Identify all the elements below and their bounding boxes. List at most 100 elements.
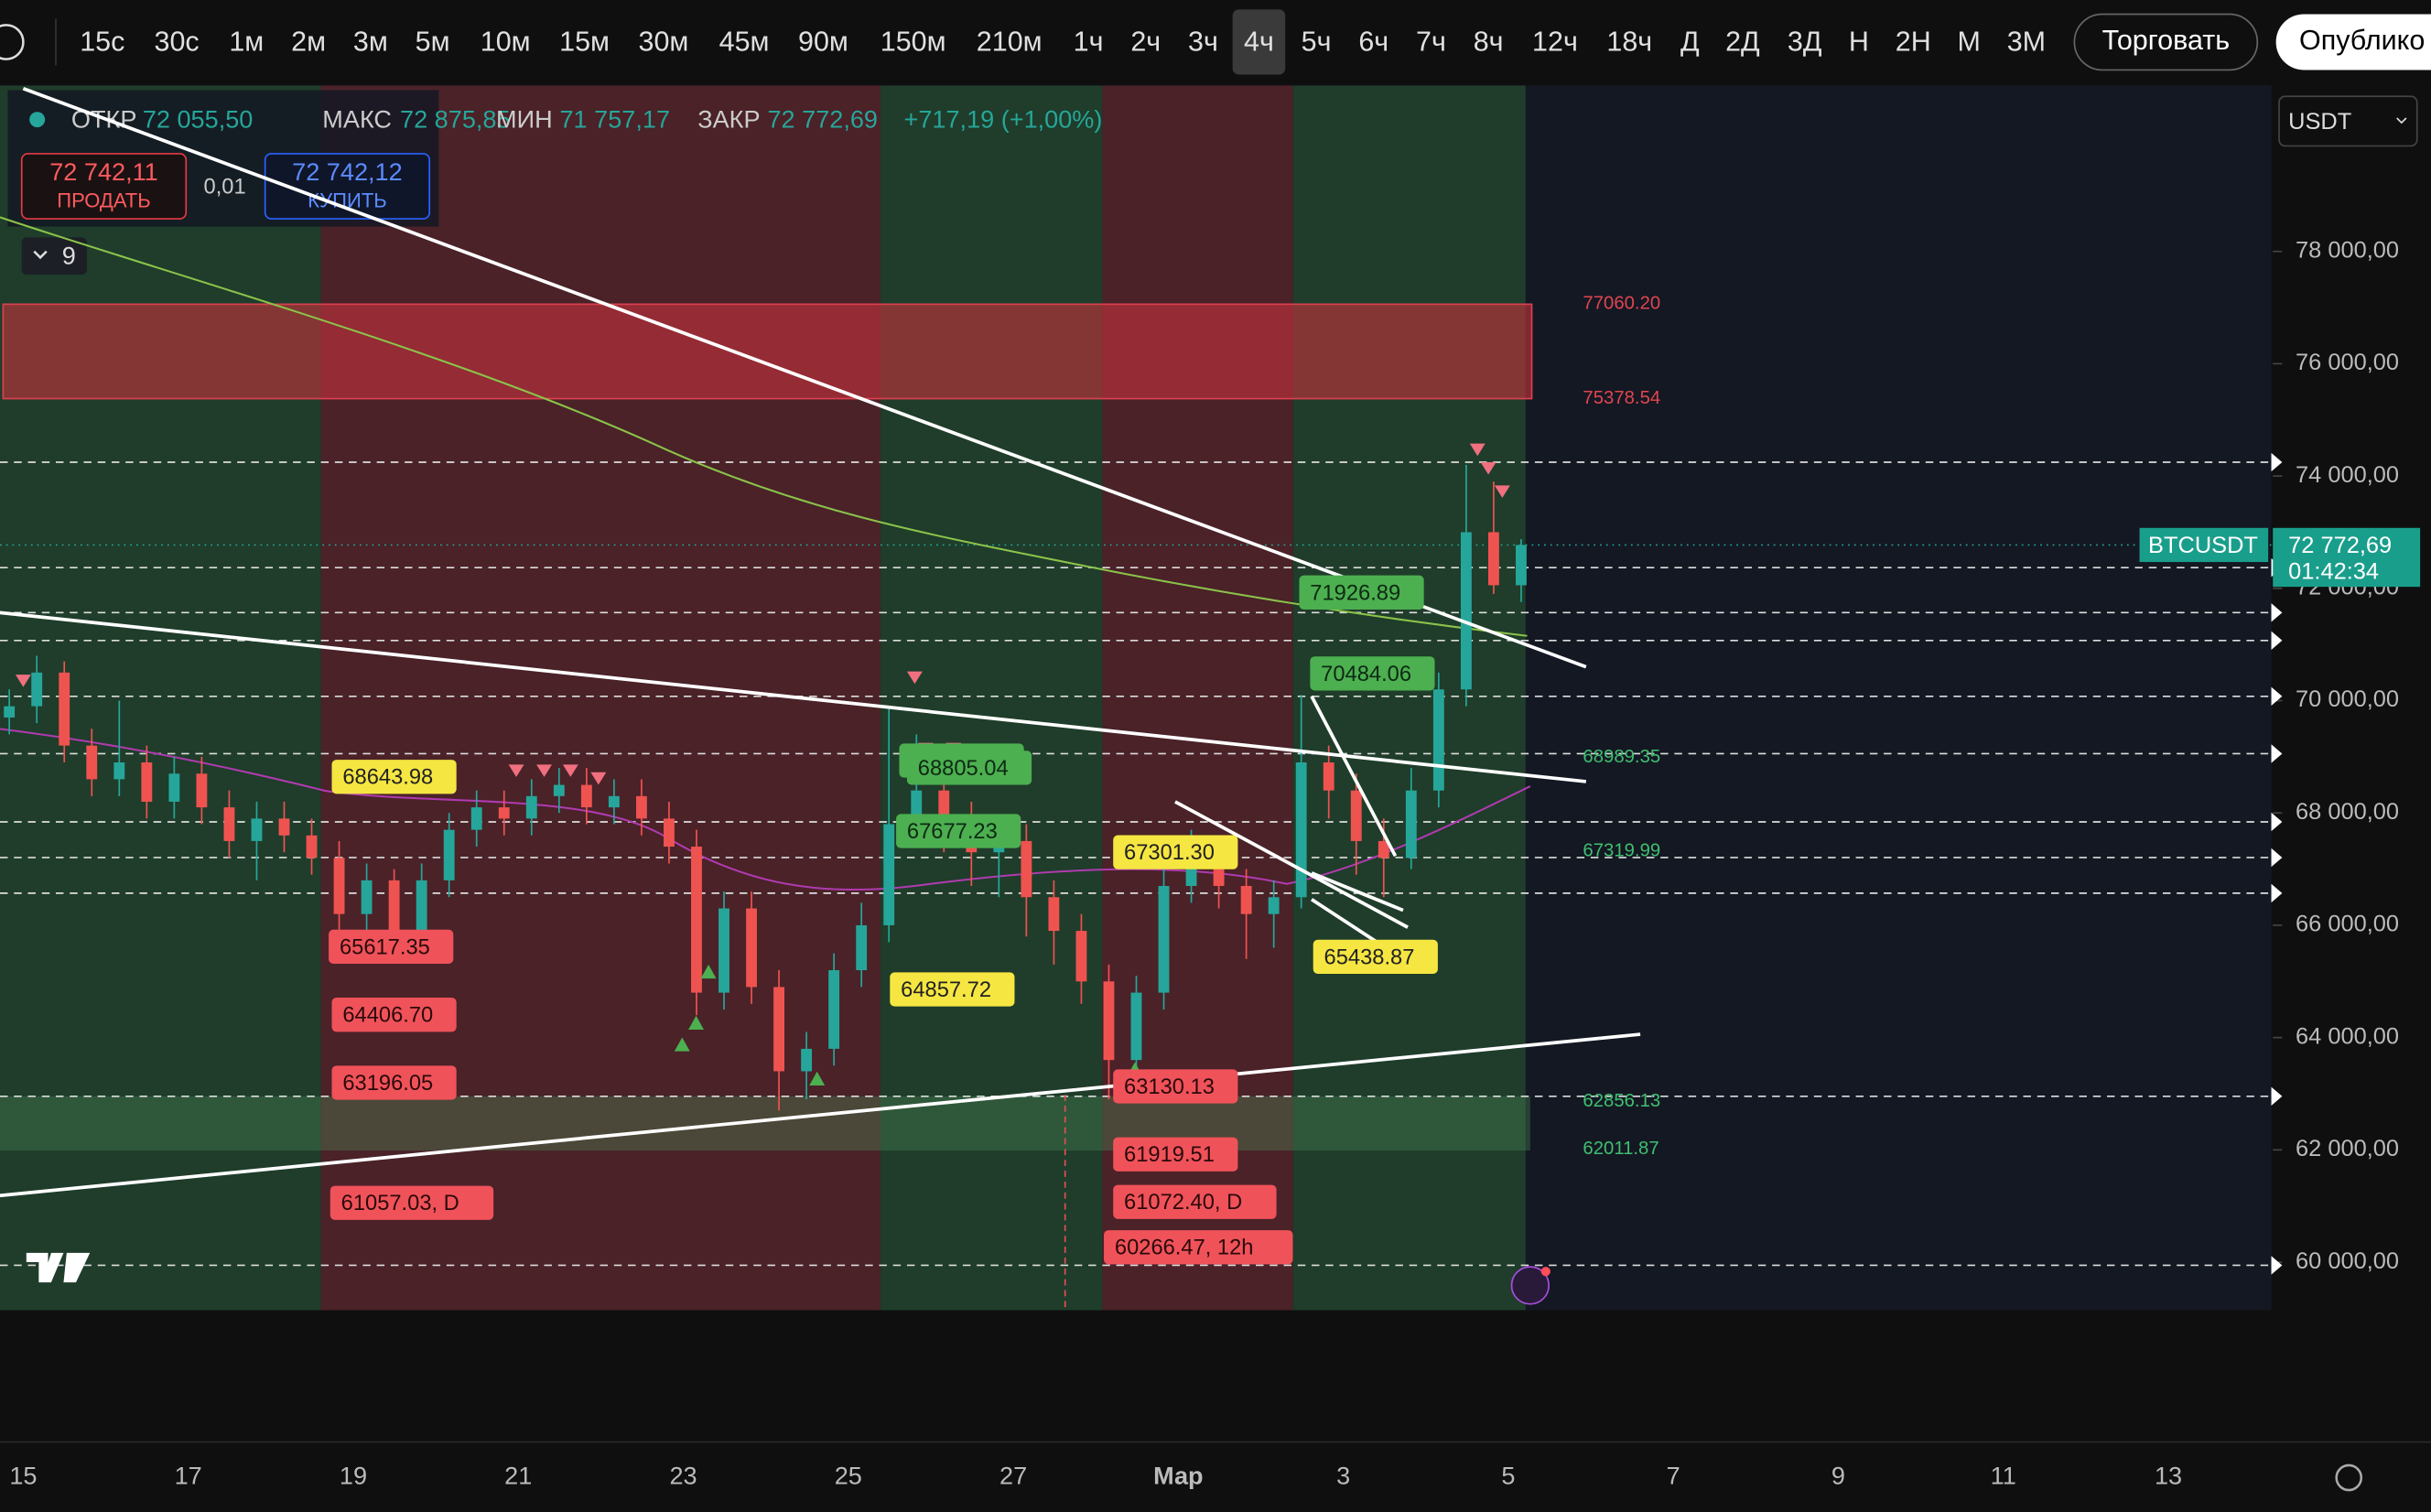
- candle-body: [278, 818, 290, 836]
- symbol-label: BTCUSDT: [2148, 533, 2258, 558]
- level-label: 62856.13: [1583, 1091, 1660, 1111]
- interval-button[interactable]: 5ч: [1302, 27, 1332, 58]
- sell-price[interactable]: 72 742,11: [49, 157, 158, 186]
- sell-signal: [536, 764, 553, 777]
- buy-signal: [674, 1037, 690, 1052]
- x-tick-label: 3: [1336, 1462, 1350, 1490]
- support-zone: [0, 1096, 1530, 1151]
- interval-button[interactable]: 1ч: [1074, 27, 1104, 58]
- interval-button[interactable]: 7ч: [1416, 27, 1446, 58]
- add-button[interactable]: [0, 24, 25, 60]
- publish-button[interactable]: [2275, 14, 2431, 70]
- callout-box: [906, 751, 1032, 785]
- interval-button[interactable]: 4ч: [1244, 27, 1274, 58]
- candle-body: [4, 706, 16, 718]
- buy-signal: [700, 964, 717, 979]
- interval-button[interactable]: 1м: [229, 27, 264, 58]
- candle-body: [141, 762, 153, 802]
- settings-icon[interactable]: [2335, 1463, 2363, 1492]
- callout-label: 61057.03, D: [341, 1192, 459, 1215]
- trend-line: [0, 1032, 1641, 1198]
- green-zone: [1292, 85, 1526, 1311]
- callout-box: [330, 1185, 494, 1220]
- candle-body: [1487, 532, 1499, 586]
- alert-icon[interactable]: [1510, 1266, 1550, 1305]
- interval-button[interactable]: 210м: [977, 27, 1043, 58]
- candle-body: [59, 672, 70, 746]
- callout-box: [1113, 835, 1238, 869]
- indicators-count[interactable]: 9: [62, 242, 76, 270]
- callout-box: [890, 972, 1015, 1007]
- close-value: 72 772,69: [767, 105, 878, 134]
- interval-button[interactable]: 30м: [639, 27, 689, 58]
- candle-body: [883, 824, 895, 925]
- level-arrow: [2271, 631, 2283, 650]
- interval-button[interactable]: 30с: [155, 27, 200, 58]
- sell-label[interactable]: ПРОДАТЬ: [57, 189, 150, 211]
- callout-label: 70484.06: [1321, 663, 1411, 686]
- candle-body: [635, 795, 647, 819]
- candle-body: [608, 795, 620, 808]
- interval-button[interactable]: 150м: [881, 27, 946, 58]
- callout-label: 63130.13: [1124, 1075, 1215, 1099]
- trade-button-label[interactable]: Торговать: [2102, 25, 2230, 56]
- interval-button[interactable]: 2Н: [1896, 27, 1931, 58]
- sell-signal: [906, 671, 923, 685]
- interval-button[interactable]: 3М: [2007, 27, 2046, 58]
- interval-button[interactable]: 6ч: [1358, 27, 1388, 58]
- interval-button[interactable]: Н: [1849, 27, 1869, 58]
- candle-body: [251, 818, 263, 841]
- trade-button[interactable]: [2073, 13, 2259, 71]
- buy-signal: [809, 1071, 826, 1085]
- interval-button[interactable]: 5м: [416, 27, 450, 58]
- candle-body: [86, 745, 98, 780]
- sell-button[interactable]: [20, 153, 188, 220]
- legend: ОТКР 72 055,50 МАКС 72 875,85 МИН 71 757…: [7, 90, 2418, 275]
- interval-button[interactable]: 18ч: [1606, 27, 1652, 58]
- interval-button[interactable]: 45м: [719, 27, 770, 58]
- sell-signal: [1480, 462, 1496, 475]
- callout-label: 65617.35: [340, 935, 430, 959]
- supply-zone: [2, 303, 1533, 400]
- callout-box: [331, 1065, 457, 1100]
- callout-box: [1104, 1230, 1293, 1265]
- interval-button[interactable]: 3ч: [1188, 27, 1218, 58]
- low-label: МИН: [496, 105, 553, 134]
- sell-signal: [1469, 443, 1486, 457]
- candle-body: [113, 762, 125, 780]
- interval-button[interactable]: 3м: [353, 27, 388, 58]
- interval-button[interactable]: 90м: [798, 27, 848, 58]
- interval-button[interactable]: Д: [1680, 27, 1700, 58]
- level-label: 68989.35: [1583, 747, 1660, 767]
- interval-button[interactable]: 10м: [481, 27, 531, 58]
- publish-button-label[interactable]: Опублико: [2299, 25, 2425, 56]
- currency-select[interactable]: [2278, 95, 2418, 147]
- interval-button[interactable]: 12ч: [1532, 27, 1578, 58]
- spread: 0,01: [204, 175, 246, 199]
- buy-button[interactable]: [264, 153, 431, 220]
- level-arrow: [2271, 744, 2283, 763]
- interval-button[interactable]: 2ч: [1130, 27, 1161, 58]
- chevron-icon: [2396, 117, 2407, 124]
- interval-button[interactable]: М: [1958, 27, 1981, 58]
- interval-button[interactable]: 15м: [559, 27, 610, 58]
- candle-body: [361, 880, 373, 914]
- status-dot: [29, 112, 46, 128]
- toolbar: Торговать Опублико: [0, 0, 2431, 81]
- buy-price[interactable]: 72 742,12: [292, 157, 403, 186]
- level-arrow: [2271, 848, 2283, 868]
- candle-body: [911, 790, 923, 825]
- interval-button[interactable]: 3Д: [1788, 27, 1822, 58]
- callout-label: 64406.70: [342, 1004, 433, 1028]
- y-tick-label: 60 000,00: [2296, 1248, 2399, 1274]
- currency-label[interactable]: USDT: [2288, 109, 2351, 135]
- interval-button[interactable]: 2Д: [1725, 27, 1760, 58]
- callout-label: 68805.04: [918, 757, 1009, 781]
- interval-button[interactable]: 8ч: [1474, 27, 1504, 58]
- indicators-toggle[interactable]: [21, 237, 87, 275]
- callout-box: [331, 998, 457, 1032]
- interval-button[interactable]: 2м: [291, 27, 326, 58]
- x-tick-label: 11: [1991, 1462, 2016, 1490]
- interval-button[interactable]: 15с: [80, 27, 124, 58]
